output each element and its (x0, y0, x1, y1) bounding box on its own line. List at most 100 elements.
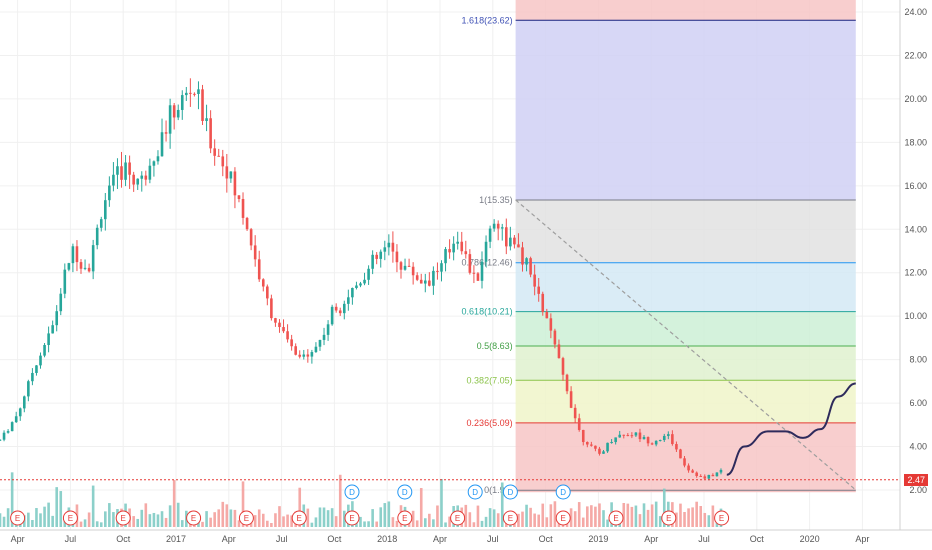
candle-body (513, 237, 516, 245)
volume-bar (581, 517, 585, 527)
projection-path[interactable] (726, 382, 856, 476)
candle-body (675, 444, 678, 450)
earnings-marker-icon[interactable] (714, 510, 730, 526)
candle-body (71, 246, 75, 264)
dividend-marker-icon[interactable] (555, 484, 571, 500)
fib-zone (515, 20, 856, 200)
candle-body (719, 469, 723, 473)
y-tick-label: 16.00 (904, 181, 927, 191)
candle-body (711, 474, 715, 477)
candle-body (691, 470, 694, 473)
candle-body (581, 429, 585, 443)
x-tick-label: Jul (65, 534, 77, 544)
volume-bar (683, 512, 686, 527)
earnings-marker-icon[interactable] (10, 510, 26, 526)
candle-body (318, 339, 322, 347)
volume-bar (492, 509, 496, 527)
volume-bar (363, 521, 366, 527)
volume-bar (0, 513, 2, 527)
fibonacci-extension[interactable]: 0(1.99) 0.236(5.09) 0.382(7.05) 0.5(8.63) 0.… (462, 0, 856, 495)
candle-body (598, 448, 601, 454)
candle-body (444, 249, 447, 264)
volume-bar (112, 512, 115, 527)
earnings-marker-icon[interactable] (115, 510, 131, 526)
candle-body (270, 298, 273, 319)
volume-bar (35, 508, 38, 527)
candle-body (671, 434, 674, 445)
volume-bar (168, 505, 172, 527)
fib-zone (515, 422, 856, 491)
volume-bar (658, 516, 662, 527)
earnings-marker-icon[interactable] (608, 510, 624, 526)
volume-bar (342, 510, 346, 527)
earnings-marker-icon[interactable] (291, 510, 307, 526)
y-tick-label: 6.00 (909, 398, 927, 408)
candle-body (189, 92, 192, 94)
volume-bar (594, 506, 597, 527)
candle-body (464, 251, 468, 255)
candle-body (359, 283, 362, 286)
earnings-marker-icon[interactable] (661, 510, 677, 526)
candle-body (326, 324, 330, 335)
earnings-marker-icon[interactable] (502, 510, 518, 526)
candle-body (253, 245, 257, 260)
earnings-marker-label: E (613, 514, 618, 523)
drawing-overlays[interactable] (0, 199, 900, 491)
candle-body (140, 175, 144, 179)
volume-bar (606, 519, 609, 527)
volume-bar (318, 507, 322, 527)
volume-bars (0, 472, 723, 527)
candle-body (197, 89, 200, 94)
candle-body (229, 171, 233, 179)
candle-body (715, 472, 719, 477)
volume-bar (630, 506, 634, 527)
candle-body (112, 174, 115, 186)
earnings-marker-label: E (666, 514, 671, 523)
earnings-marker-icon[interactable] (344, 510, 360, 526)
fib-zone (515, 262, 856, 312)
dividend-marker-icon[interactable] (344, 484, 360, 500)
volume-bar (505, 521, 508, 527)
candle-body (505, 227, 508, 247)
candle-body (468, 254, 472, 273)
earnings-marker-icon[interactable] (450, 510, 466, 526)
candle-body (367, 268, 370, 280)
candle-body (646, 437, 650, 444)
volume-bar (496, 513, 500, 527)
earnings-marker-icon[interactable] (397, 510, 413, 526)
earnings-marker-icon[interactable] (62, 510, 78, 526)
volume-bar (205, 511, 208, 527)
trend-line[interactable] (515, 199, 857, 491)
dividend-marker-icon[interactable] (467, 484, 483, 500)
dividend-marker-icon[interactable] (502, 484, 518, 500)
earnings-marker-icon[interactable] (186, 510, 202, 526)
volume-bar (586, 506, 589, 527)
volume-bar (662, 488, 666, 527)
volume-bar (440, 478, 443, 527)
x-tick-label: 2017 (166, 534, 186, 544)
volume-bar (310, 522, 314, 527)
volume-bar (484, 516, 488, 527)
volume-bar (419, 487, 423, 527)
event-markers[interactable]: E E E E E E E E E E E E E E D D D D D (10, 484, 730, 526)
x-tick-label: Jul (487, 534, 499, 544)
volume-bar (2, 516, 6, 527)
volume-bar (176, 502, 180, 527)
candle-body (213, 148, 216, 156)
volume-bar (298, 487, 302, 527)
dividend-marker-icon[interactable] (397, 484, 413, 500)
last-price-tag: 2.47 (904, 474, 928, 486)
earnings-marker-icon[interactable] (238, 510, 254, 526)
candle-body (322, 334, 326, 340)
earnings-marker-label: E (191, 514, 196, 523)
candle-body (39, 355, 42, 366)
volume-bar (326, 510, 330, 527)
volume-bar (164, 517, 168, 527)
volume-bar (229, 509, 233, 527)
candle-body (594, 445, 597, 449)
volume-bar (217, 509, 221, 527)
volume-bar (221, 501, 225, 527)
volume-bar (391, 517, 395, 527)
earnings-marker-icon[interactable] (555, 510, 571, 526)
